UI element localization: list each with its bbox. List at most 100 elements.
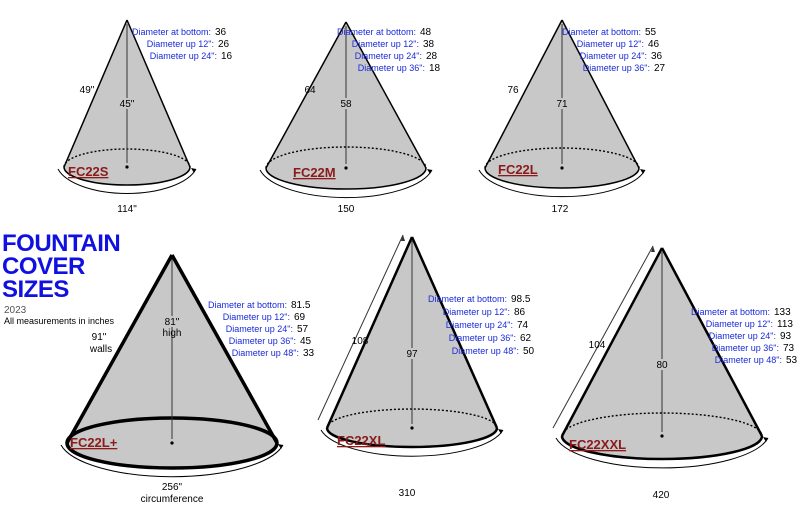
- height-label-bg: [164, 316, 180, 327]
- title-line: SIZES: [2, 276, 69, 303]
- spec-value: 98.5: [511, 294, 531, 305]
- wall-label: 64: [304, 85, 316, 96]
- circumference-arc: [259, 169, 433, 199]
- spec-value: 86: [514, 307, 526, 318]
- page-title: FOUNTAIN COVER SIZES: [2, 232, 121, 303]
- circumference-arc: [555, 437, 769, 469]
- spec-label: Diameter up 12":: [147, 39, 214, 49]
- cone-right-side: [561, 19, 640, 169]
- cone-front-rim: [63, 166, 191, 186]
- height-label-bg: [404, 348, 420, 359]
- wall-leader: [317, 234, 404, 421]
- circumference-label: 256": [162, 482, 183, 493]
- circ-label-bg: [393, 487, 421, 498]
- cone-right-side: [660, 247, 764, 437]
- height-label: 97: [406, 349, 418, 360]
- spec-value: 33: [303, 348, 315, 359]
- year-label: 2023: [4, 305, 27, 316]
- spec-value: 46: [648, 39, 660, 50]
- spec-label: Diameter at bottom:: [562, 27, 641, 37]
- model-label: FC22M: [293, 165, 336, 180]
- height-label-bg: [119, 98, 135, 109]
- circ-label-bg: [332, 203, 360, 214]
- model-label: FC22L: [498, 162, 538, 177]
- circumference-arc: [320, 429, 504, 457]
- spec-value: 26: [218, 39, 230, 50]
- spec-label: Diameter at bottom:: [691, 307, 770, 317]
- cone-right-side: [410, 236, 499, 429]
- cone-left-side: [265, 21, 347, 169]
- circumference-arc: [478, 169, 646, 198]
- spec-label: Diameter up 24":: [446, 320, 513, 330]
- spec-value: 53: [786, 355, 798, 366]
- spec-label: Diameter up 12":: [352, 39, 419, 49]
- cone-right-side: [170, 254, 279, 444]
- spec-label: Diameter up 12":: [223, 312, 290, 322]
- circumference-arc: [57, 168, 197, 194]
- circumference-label: 420: [653, 490, 670, 501]
- cone-left-side: [65, 254, 174, 444]
- spec-value: 57: [297, 324, 309, 335]
- spec-value: 27: [654, 63, 666, 74]
- spec-label: Diameter up 36":: [583, 63, 650, 73]
- circumference-arrow: [640, 169, 645, 174]
- spec-label: Diameter up 36":: [449, 333, 516, 343]
- spec-value: 18: [429, 63, 441, 74]
- circ-label-bg: [546, 203, 574, 214]
- spec-label: Diameter up 24":: [580, 51, 647, 61]
- center-dot: [125, 165, 129, 169]
- wall-label: 104: [589, 340, 606, 351]
- wall-label: 108: [352, 336, 369, 347]
- height-label: 71: [556, 99, 568, 110]
- spec-label: Diameter up 24":: [226, 324, 293, 334]
- spec-value: 93: [780, 331, 792, 342]
- spec-label: Diameter at bottom:: [337, 27, 416, 37]
- spec-label: Diameter up 24":: [355, 51, 422, 61]
- spec-value: 36: [215, 27, 227, 38]
- circ-label-bg: [158, 481, 186, 492]
- wall-caption: walls: [89, 344, 112, 355]
- spec-value: 16: [221, 51, 233, 62]
- circumference-label: 310: [399, 488, 416, 499]
- spec-value: 50: [523, 346, 535, 357]
- circumference-arrow: [763, 437, 768, 442]
- spec-label: Diameter up 24":: [150, 51, 217, 61]
- circumference-label: 114": [117, 204, 137, 215]
- spec-label: Diameter up 12":: [577, 39, 644, 49]
- spec-label: Diameter up 36":: [229, 336, 296, 346]
- height-label-bg: [554, 98, 570, 109]
- height-label: 58: [340, 99, 352, 110]
- spec-value: 55: [645, 27, 657, 38]
- circumference-arrow: [191, 168, 196, 173]
- wall-arrow: [651, 246, 655, 252]
- spec-value: 81.5: [291, 300, 311, 311]
- height-label-bg: [338, 98, 354, 109]
- circumference-label: 172: [552, 204, 569, 215]
- spec-value: 45: [300, 336, 312, 347]
- cone-right-side: [345, 21, 427, 169]
- spec-value: 73: [783, 343, 795, 354]
- model-label: FC22L+: [70, 435, 118, 450]
- height-caption: high: [163, 328, 182, 339]
- circumference-arrow: [498, 429, 503, 434]
- circumference-label: 150: [338, 204, 355, 215]
- spec-label: Diameter up 36":: [712, 343, 779, 353]
- spec-label: Diameter up 48":: [452, 346, 519, 356]
- center-dot: [344, 166, 348, 170]
- cone-back-rim: [484, 147, 640, 169]
- model-label: FC22XXL: [569, 437, 626, 452]
- units-note: All measurements in inches: [4, 316, 115, 326]
- height-label: 80: [656, 360, 668, 371]
- center-dot: [410, 426, 414, 430]
- cone-front-rim: [484, 167, 640, 189]
- cone-front-rim: [265, 167, 427, 190]
- center-dot: [170, 441, 174, 445]
- wall-label: 91": [92, 332, 107, 343]
- cone-fc22l-plus: 81"high 91"walls 256"circumference FC22L+ Di…: [60, 254, 315, 505]
- circumference-arrow: [278, 444, 283, 449]
- circumference-arrow: [427, 169, 432, 174]
- spec-value: 36: [651, 51, 663, 62]
- spec-label: Diameter up 12":: [443, 307, 510, 317]
- wall-label: 76: [507, 85, 519, 96]
